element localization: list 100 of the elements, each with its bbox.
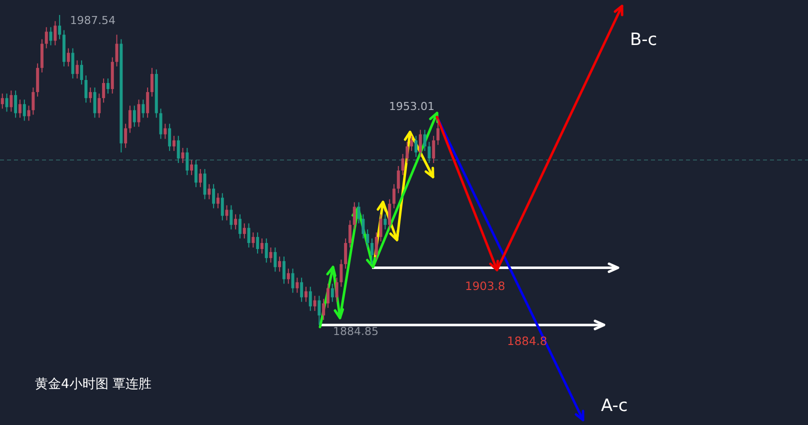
candlestick [278, 256, 282, 272]
candlestick [176, 135, 180, 164]
candlestick [308, 286, 312, 312]
candlestick [186, 147, 189, 176]
candlestick [362, 214, 365, 239]
candlestick [252, 232, 255, 248]
candlestick [159, 108, 162, 140]
text: B-c [630, 30, 658, 50]
candlestick [247, 222, 250, 248]
candlestick [14, 90, 18, 118]
candlestick [357, 202, 360, 224]
candlestick [256, 232, 260, 254]
candlestick [18, 99, 22, 118]
text: 1903.8 [465, 279, 506, 293]
candlestick [264, 238, 268, 264]
candlestick [414, 135, 418, 158]
candlestick [344, 238, 348, 270]
candlestick [326, 283, 330, 308]
candlestick [396, 166, 400, 194]
candlestick [44, 26, 48, 49]
text: A-c [601, 396, 628, 416]
candlestick [115, 34, 118, 67]
candlestick [418, 129, 422, 158]
candlestick [181, 147, 184, 164]
candlestick [164, 123, 167, 140]
candlestick [208, 184, 211, 200]
candlestick [190, 159, 194, 176]
candlestick [370, 238, 374, 265]
candlestick [71, 48, 74, 79]
candlestick [220, 192, 224, 221]
candlestick [0, 93, 4, 110]
candlestick [22, 99, 26, 122]
candlestick [198, 168, 202, 188]
candlestick [49, 26, 52, 46]
candlestick [137, 99, 140, 128]
candlestick [132, 105, 136, 128]
candlestick [88, 87, 92, 104]
candlestick [313, 295, 316, 312]
candlestick [286, 268, 290, 284]
candlestick [260, 238, 264, 254]
candlestick [54, 20, 57, 46]
candlestick [230, 204, 233, 230]
candlestick [406, 141, 409, 164]
candlestick [410, 135, 414, 152]
candlestick [330, 283, 334, 302]
candlestick [352, 202, 356, 230]
candlestick [304, 286, 308, 302]
annotation: 1884.85 [333, 325, 378, 338]
candlestick [242, 222, 246, 239]
candlestick [66, 48, 70, 67]
candlestick [274, 247, 277, 272]
candlestick [269, 247, 272, 264]
candlestick [282, 256, 286, 284]
candlestick [194, 159, 198, 188]
candlestick [423, 129, 426, 152]
candlestick [379, 214, 382, 242]
candlestick [428, 141, 431, 164]
candlestick [318, 295, 321, 326]
candlestick [216, 192, 220, 209]
candlestick [27, 105, 30, 122]
candlestick [150, 67, 154, 98]
candlestick [212, 184, 216, 209]
candlestick [102, 78, 106, 104]
candlestick [300, 277, 304, 302]
candlestick [168, 123, 172, 152]
candlestick [432, 135, 436, 164]
candlestick [436, 118, 440, 146]
candlestick [348, 220, 352, 248]
candlestick [392, 184, 396, 209]
annotation: 黄金4小时图 覃连胜 [35, 377, 152, 392]
candlestick [5, 93, 8, 112]
candlestick [172, 135, 176, 152]
candlestick [93, 87, 96, 118]
candlestick [384, 214, 387, 230]
candlestick [32, 87, 35, 116]
candlestick [146, 87, 150, 118]
candlestick [106, 78, 110, 94]
candlestick [234, 214, 238, 230]
candlestick [98, 93, 101, 118]
candlestick [225, 204, 228, 221]
candlestick [80, 60, 84, 86]
candlestick [335, 277, 338, 302]
candlestick [58, 14, 62, 40]
candlestick [76, 60, 79, 79]
candlestick [124, 123, 128, 148]
candlestick [322, 298, 326, 320]
candlestick [291, 268, 294, 294]
candlestick [374, 232, 378, 260]
candlestick [128, 105, 132, 134]
annotation: 1953.01 [389, 100, 434, 113]
candlestick [238, 214, 242, 239]
candlestick [203, 168, 206, 200]
candlestick [340, 259, 343, 288]
candlestick [10, 90, 13, 112]
candlestick [388, 198, 392, 230]
candlestick [296, 277, 299, 294]
annotation: 1987.54 [70, 14, 116, 27]
candlestick [84, 74, 88, 104]
candlestick [142, 99, 145, 118]
candlestick [366, 228, 370, 248]
